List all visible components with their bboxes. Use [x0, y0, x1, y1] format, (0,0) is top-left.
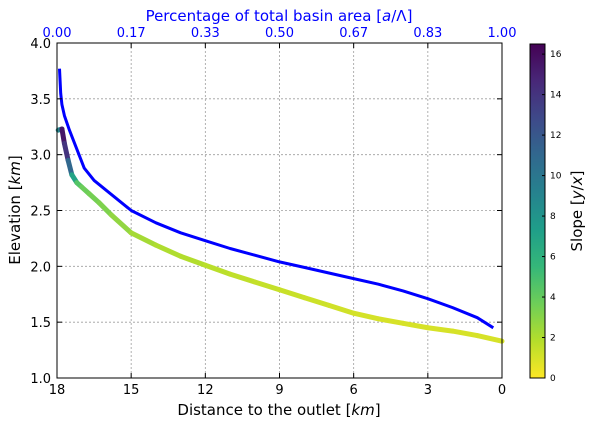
- slope-segment: [252, 279, 282, 293]
- y-tick-label: 1.5: [30, 316, 51, 331]
- x-tick-label: 0: [498, 383, 506, 398]
- colorbar-tick-label: 10: [550, 172, 562, 182]
- colorbar-tick-label: 0: [550, 374, 556, 384]
- top-axis-title: Percentage of total basin area [a/Λ]: [146, 7, 413, 25]
- axis-ticks: 18 15 12 9 6 3 0 0.00 0.17 0.33 0.50 0.67 0.83 1.00 1.…: [30, 26, 516, 398]
- top-tick-label: 0.67: [339, 26, 368, 41]
- x-tick-label: 9: [275, 383, 283, 398]
- slope-segment: [326, 302, 357, 316]
- slope-segment: [474, 333, 505, 344]
- y-axis-title: Elevation [km]: [6, 155, 24, 264]
- slope-segment: [425, 325, 456, 334]
- colorbar-tick-label: 2: [550, 334, 556, 344]
- slope-segment: [153, 242, 184, 259]
- slope-segment: [96, 200, 114, 218]
- slope-segment: [108, 212, 134, 236]
- x-tick-label: 18: [49, 383, 66, 398]
- slope-segment: [450, 328, 480, 339]
- colorbar-tick-label: 14: [550, 91, 562, 101]
- slope-segment: [178, 253, 208, 268]
- top-tick-label: 0.50: [265, 26, 294, 41]
- colorbar-tick-label: 16: [550, 50, 562, 60]
- top-tick-label: 0.17: [117, 26, 146, 41]
- top-tick-label: 0.33: [191, 26, 220, 41]
- slope-segment: [400, 320, 431, 331]
- data-series: [55, 68, 505, 344]
- top-tick-label: 0.83: [413, 26, 442, 41]
- top-tick-label: 0.00: [43, 26, 72, 41]
- top-tick-label: 1.00: [488, 26, 517, 41]
- colorbar: [529, 43, 546, 379]
- slope-segment: [61, 141, 71, 163]
- blue-profile-line: [58, 68, 495, 330]
- colorbar-tick-label: 6: [550, 253, 556, 263]
- slope-segment: [301, 295, 332, 308]
- slope-segment: [277, 287, 307, 301]
- colorbar-tick-label: 12: [550, 131, 561, 141]
- y-tick-label: 2.0: [30, 260, 51, 275]
- slope-segment: [351, 310, 381, 322]
- x-tick-label: 15: [123, 383, 140, 398]
- colorbar-tick-label: 8: [550, 212, 556, 222]
- y-tick-label: 2.5: [30, 205, 51, 220]
- x-tick-label: 3: [424, 383, 432, 398]
- x-axis-title: Distance to the outlet [km]: [177, 401, 380, 419]
- y-tick-label: 3.5: [30, 93, 51, 108]
- colorbar-title: Slope [y/x]: [568, 171, 586, 252]
- y-tick-label: 3.0: [30, 149, 51, 164]
- slope-segment: [202, 262, 233, 277]
- colorbar-ticks: 0 2 4 6 8 10 12 14 16: [542, 50, 562, 384]
- x-tick-label: 6: [350, 383, 358, 398]
- slope-segment: [128, 230, 159, 248]
- slope-segment: [375, 316, 406, 326]
- y-tick-label: 1.0: [30, 372, 51, 387]
- x-tick-label: 12: [197, 383, 214, 398]
- y-tick-label: 4.0: [30, 37, 51, 52]
- slope-segment: [227, 271, 258, 285]
- colorbar-tick-label: 4: [550, 293, 556, 303]
